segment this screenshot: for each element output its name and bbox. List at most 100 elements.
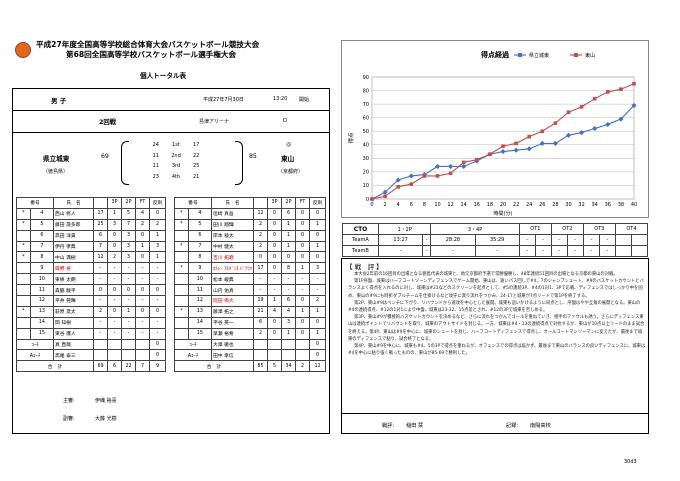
q2-right: 22 [193,152,200,159]
data-point [448,171,453,176]
player-mark: * [16,240,31,253]
player-number: 9 [29,262,55,275]
cto-ot1: OT1 [518,223,552,235]
coach-name: 真 直哉 [53,338,94,351]
coach-name: 高尾 泰三 [53,349,94,362]
player-name: 東條 太朗 [53,273,94,286]
report-paragraph: 第2P、東山#9はベンチに下がり、リバウンドから速攻を中心とした展開。城東も追い… [348,300,641,314]
legend-label: 県立城東 [529,52,549,59]
y-tick-label: 10 [363,183,369,189]
cto-cell: - [534,245,552,257]
player-3p: - [267,273,282,286]
x-tick-label: 32 [578,202,584,208]
player-fouls: 0 [309,229,326,242]
col-number: 番号 [16,197,54,209]
col-ft: FT [135,197,150,209]
q4-label: 4th [171,173,181,180]
x-tick-label: 22 [513,202,519,208]
player-fouls: - [309,284,326,297]
col-2p: 2P [281,197,296,209]
player-fouls: 3 [149,240,166,253]
player-ft: - [135,327,150,340]
data-point [422,174,427,178]
coach-label: Aｺｰﾁ [174,349,212,362]
player-2p: 1 [121,305,136,318]
player-3p: 0 [107,305,122,318]
y-tick-label: 50 [363,129,369,135]
player-row: * 7 中村 健太 2 0 1 0 1 [174,240,326,253]
player-points: 2 [253,240,268,253]
total-2p: 22 [121,360,136,373]
coach-label: ｺｰﾁ [16,338,54,351]
player-fouls: 2 [149,218,166,231]
data-point [370,197,374,201]
data-point [579,105,584,109]
cto-cell: - [582,234,600,246]
player-ft: 2 [135,218,150,231]
total-label: 合 計 [16,360,94,373]
coach-row: ｺｰﾁ真 直哉 0 [16,338,166,351]
player-name: 平谷 英一 [210,316,255,329]
total-fouls: 9 [149,360,166,373]
player-fouls: - [149,295,166,307]
player-number: 7 [29,240,55,253]
player-points: - [93,316,108,329]
empty-cell [281,338,296,351]
y-tick-label: 90 [363,75,369,81]
x-tick-label: 8 [423,202,426,208]
player-2p: 5 [121,207,136,220]
table-header-row: 番号 氏 名 3P 2P FT 反則 [174,197,326,209]
right-team-pref: （京都府） [278,169,304,175]
cto-period-34: 3・4P [430,223,520,235]
q1-right: 17 [193,142,200,148]
data-point [488,152,492,157]
data-point [513,147,519,153]
player-row: 6 岸本 稜太 2 0 1 0 0 [174,229,326,242]
cto-cell [614,234,632,246]
total-points: 69 [93,360,108,373]
data-point [475,157,479,162]
round: 2回戦 [99,119,116,126]
coach-label: Aｺｰﾁ [16,349,54,362]
data-point [565,132,572,138]
player-3p: 2 [107,251,122,264]
game-date: 平成27年7月30日 [203,97,244,103]
player-fouls: 2 [309,295,326,307]
player-2p: 1 [281,240,296,253]
player-name: 阿田 侑大 [210,295,255,307]
cto-period-12: 1・2P [377,223,432,235]
plot-area [371,76,635,200]
player-2p: 3 [281,316,296,329]
umpire-label: 副審: [63,416,75,422]
q3-left: 11 [152,163,159,169]
table-header-row: 番号 氏 名 3P 2P FT 反則 [16,197,166,209]
cto-ot3: OT3 [582,223,616,235]
player-points: 7 [93,240,108,253]
court: D [283,118,287,124]
player-fouls: 0 [309,251,326,264]
x-axis-label: 時間(分) [494,210,513,217]
player-mark: * [16,251,31,264]
player-3p: 0 [267,327,282,340]
player-mark [16,284,31,297]
data-point [501,144,505,148]
player-points: - [253,284,268,297]
player-ft: 0 [295,327,310,340]
left-team-pref: （徳島県） [43,169,69,175]
player-number: 10 [187,273,212,286]
document-title: 個人トータル表 [140,72,187,80]
score-chart: 得点経過 県立城東 東山 0 10 20 30 40 50 60 70 80 90 0 2 4 6 8 10 12 14… [341,40,649,218]
empty-cell [281,349,296,362]
player-number: 4 [187,207,212,220]
game-time: 13:20 [273,96,288,102]
player-ft: - [135,316,150,329]
player-2p: 6 [281,207,296,220]
player-3p: 0 [107,229,122,242]
player-row: * 13 藤澤 拓之 21 4 4 1 1 [174,305,326,318]
data-point [383,194,387,199]
player-3p: 0 [107,284,122,297]
player-row: 8 吉川 拓磨 0 0 0 0 0 [174,251,326,264]
player-number: 15 [29,327,55,340]
player-mark [174,251,189,264]
player-number: 4 [29,207,55,220]
